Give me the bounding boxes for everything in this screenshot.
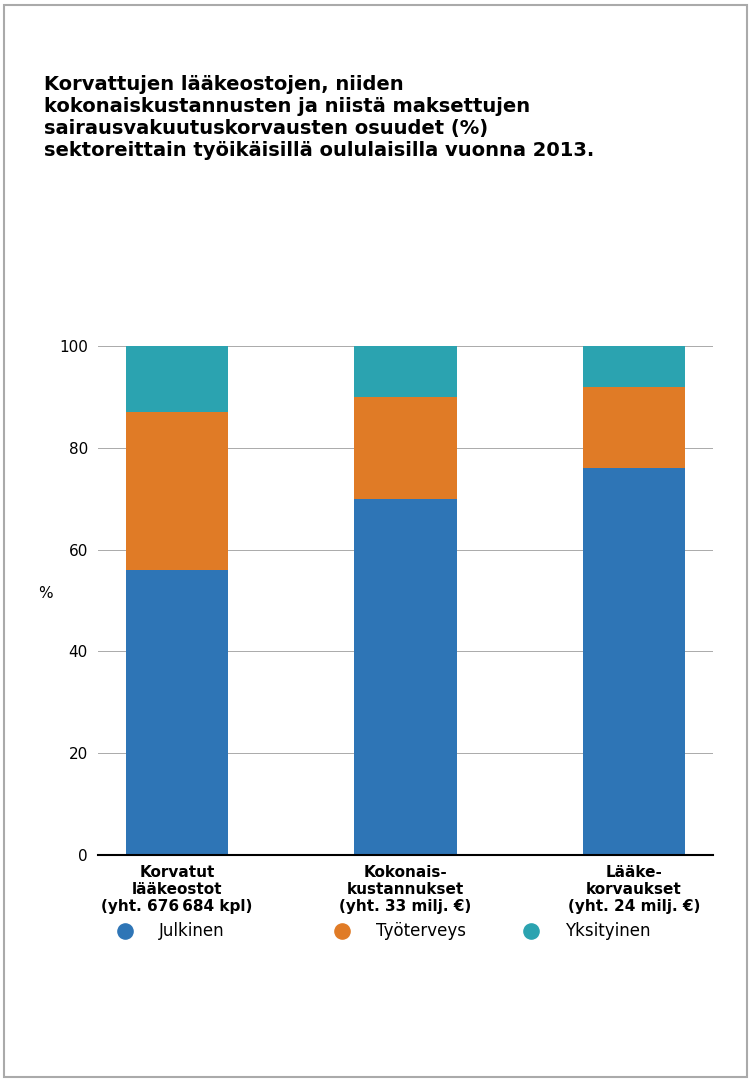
Y-axis label: %: % (38, 585, 53, 601)
Bar (583, 346, 686, 387)
Bar (125, 346, 228, 412)
Bar (125, 570, 228, 855)
Bar (354, 397, 457, 499)
Point (119, 922, 131, 939)
Text: KUVIO 1.: KUVIO 1. (17, 29, 107, 48)
Bar (354, 346, 457, 397)
Text: Yksityinen: Yksityinen (565, 922, 650, 939)
Point (336, 922, 348, 939)
Point (525, 922, 537, 939)
Bar (583, 469, 686, 855)
Text: Työterveys: Työterveys (376, 922, 466, 939)
Text: Korvattujen lääkeostojen, niiden
kokonaiskustannusten ja niistä maksettujen
sair: Korvattujen lääkeostojen, niiden kokonai… (44, 75, 594, 160)
Text: Julkinen: Julkinen (159, 922, 225, 939)
Bar (354, 499, 457, 855)
Bar (583, 387, 686, 469)
Bar (125, 412, 228, 570)
